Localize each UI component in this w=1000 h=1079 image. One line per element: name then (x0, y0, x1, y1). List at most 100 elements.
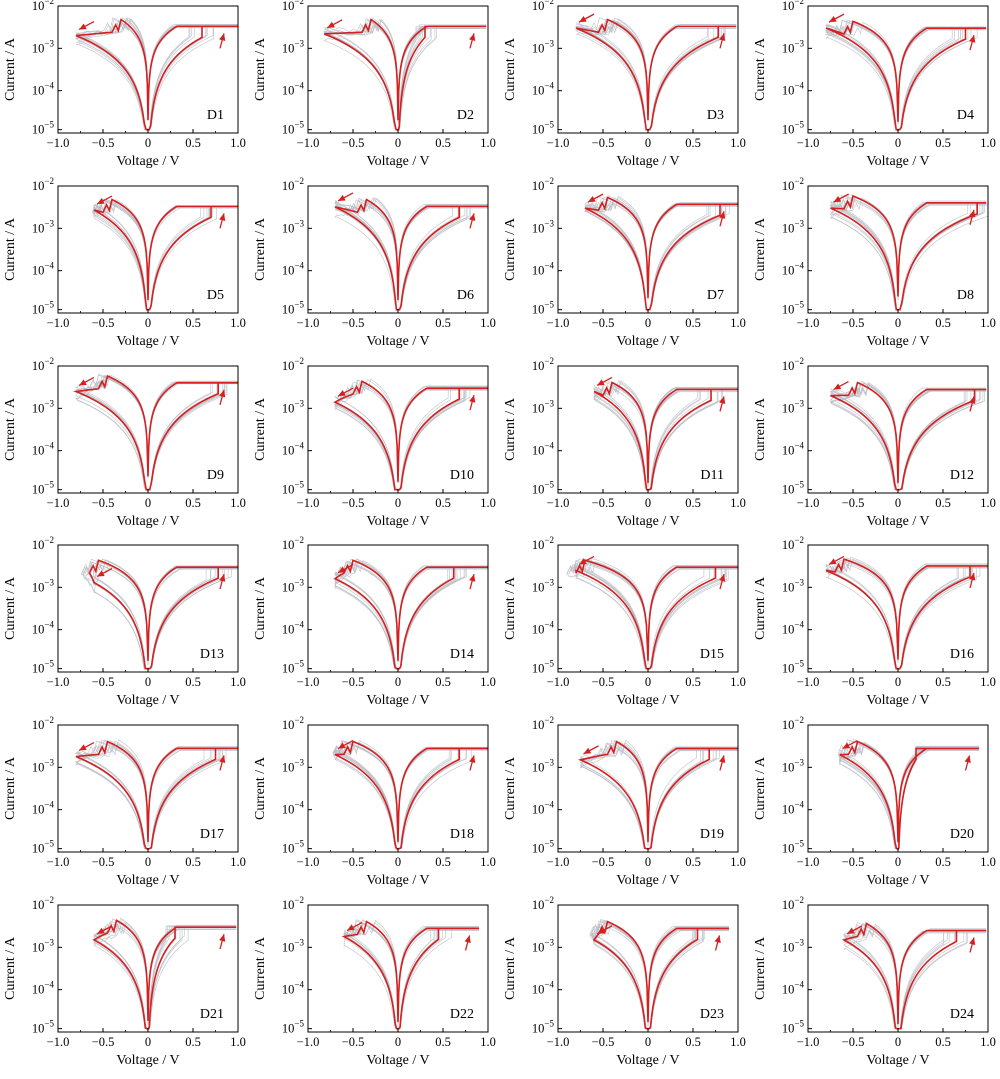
x-tick-label: 1.0 (980, 675, 996, 689)
highlighted-cycle-curve (830, 381, 987, 491)
y-tick-label: 10−5 (32, 120, 55, 137)
set-arrow-icon (469, 33, 476, 49)
x-tick-label: 1.0 (980, 496, 996, 510)
set-arrow-icon (469, 574, 476, 590)
y-tick-label: 10−5 (782, 299, 805, 316)
panel-d8: −1.0 −0.5 0 0.5 1.0 10−5 10−4 10−3 10−2 Current /… (750, 176, 1000, 360)
device-label: D3 (707, 108, 724, 123)
iv-plot-d11: −1.0 −0.5 0 0.5 1.0 10−5 10−4 10−3 10−2 Current /… (503, 356, 746, 529)
highlighted-cycle-curve (92, 919, 237, 1030)
x-tick-label: −0.5 (842, 136, 865, 150)
y-axis-label: Current / A (753, 217, 768, 281)
y-tick-label: 10−4 (32, 620, 55, 637)
x-tick-label: 0 (645, 496, 651, 510)
x-axis-label: Voltage / V (366, 334, 429, 349)
x-tick-label: −1.0 (47, 855, 70, 869)
device-label: D11 (700, 468, 724, 483)
x-tick-label: 0.5 (685, 136, 701, 150)
device-label: D2 (457, 108, 474, 123)
set-arrow-icon (219, 389, 226, 405)
iv-plot-d20: −1.0 −0.5 0 0.5 1.0 10−5 10−4 10−3 10−2 Current /… (753, 715, 996, 888)
x-axis-label: Voltage / V (116, 334, 179, 349)
y-tick-label: 10−5 (532, 479, 555, 496)
x-tick-label: −1.0 (47, 136, 70, 150)
y-tick-label: 10−2 (782, 715, 804, 732)
x-tick-label: 1.0 (730, 1035, 746, 1049)
panel-d17: −1.0 −0.5 0 0.5 1.0 10−5 10−4 10−3 10−2 Current /… (0, 715, 250, 899)
panel-d9: −1.0 −0.5 0 0.5 1.0 10−5 10−4 10−3 10−2 Current /… (0, 356, 250, 540)
set-arrow-icon (219, 755, 226, 771)
panel-d22: −1.0 −0.5 0 0.5 1.0 10−5 10−4 10−3 10−2 Current /… (250, 895, 500, 1079)
x-tick-label: 0 (895, 855, 901, 869)
x-tick-label: 0.5 (935, 316, 951, 330)
reset-arrow-icon (587, 193, 604, 203)
panel-d5: −1.0 −0.5 0 0.5 1.0 10−5 10−4 10−3 10−2 Current /… (0, 176, 250, 360)
reset-arrow-icon (96, 568, 113, 578)
x-tick-label: −1.0 (297, 1035, 320, 1049)
panel-d13: −1.0 −0.5 0 0.5 1.0 10−5 10−4 10−3 10−2 Current /… (0, 535, 250, 719)
background-cycle-curve (334, 560, 488, 670)
set-arrow-icon (219, 213, 226, 229)
x-tick-label: 0.5 (685, 855, 701, 869)
y-axis-label: Current / A (3, 397, 18, 461)
x-tick-label: 0 (895, 136, 901, 150)
set-arrow-icon (464, 935, 471, 951)
iv-plot-d19: −1.0 −0.5 0 0.5 1.0 10−5 10−4 10−3 10−2 Current /… (503, 715, 746, 888)
set-arrow-icon (969, 209, 976, 225)
iv-plot-d14: −1.0 −0.5 0 0.5 1.0 10−5 10−4 10−3 10−2 Current /… (253, 535, 496, 708)
y-tick-label: 10−2 (282, 176, 304, 193)
reset-arrow-icon (326, 19, 343, 29)
y-tick-label: 10−4 (532, 81, 555, 98)
x-tick-label: 0.5 (935, 1035, 951, 1049)
y-axis-label: Current / A (753, 37, 768, 101)
iv-plot-d6: −1.0 −0.5 0 0.5 1.0 10−5 10−4 10−3 10−2 Current /… (253, 176, 496, 349)
device-label: D7 (707, 288, 724, 303)
y-tick-label: 10−4 (282, 620, 305, 637)
x-tick-label: 0.5 (685, 1035, 701, 1049)
y-tick-label: 10−2 (282, 0, 304, 13)
panel-d1: −1.0 −0.5 0 0.5 1.0 10−5 10−4 10−3 10−2 Current /… (0, 0, 250, 180)
x-tick-label: −1.0 (797, 496, 820, 510)
x-tick-label: 0.5 (935, 855, 951, 869)
device-label: D21 (200, 1007, 224, 1022)
iv-plot-d8: −1.0 −0.5 0 0.5 1.0 10−5 10−4 10−3 10−2 Current /… (753, 176, 996, 349)
background-cycle-curve (575, 18, 737, 130)
highlighted-cycle-curve (841, 922, 987, 1030)
y-tick-label: 10−4 (32, 980, 55, 997)
y-tick-label: 10−5 (532, 1019, 555, 1036)
y-tick-label: 10−3 (532, 398, 555, 415)
y-tick-label: 10−4 (532, 980, 555, 997)
x-tick-label: 0 (895, 316, 901, 330)
x-tick-label: 0.5 (685, 496, 701, 510)
device-label: D18 (450, 827, 474, 842)
x-tick-label: 0 (395, 496, 401, 510)
panel-d15: −1.0 −0.5 0 0.5 1.0 10−5 10−4 10−3 10−2 Current /… (500, 535, 750, 719)
y-tick-label: 10−2 (32, 176, 54, 193)
y-tick-label: 10−4 (782, 800, 805, 817)
x-tick-label: −1.0 (547, 136, 570, 150)
x-tick-label: 0.5 (185, 136, 201, 150)
y-tick-label: 10−2 (782, 535, 804, 552)
x-tick-label: −1.0 (547, 675, 570, 689)
x-tick-label: 1.0 (480, 855, 496, 869)
y-tick-label: 10−3 (532, 937, 555, 954)
y-tick-label: 10−5 (32, 479, 55, 496)
device-label: D1 (207, 108, 224, 123)
x-tick-label: −1.0 (47, 316, 70, 330)
y-tick-label: 10−5 (32, 659, 55, 676)
x-axis-label: Voltage / V (116, 693, 179, 708)
device-label: D20 (950, 827, 974, 842)
x-tick-label: −0.5 (592, 855, 615, 869)
y-axis-label: Current / A (3, 577, 18, 641)
y-tick-label: 10−3 (532, 38, 555, 55)
x-tick-label: 0 (895, 1035, 901, 1049)
background-cycle-curve (589, 923, 729, 1029)
y-tick-label: 10−3 (282, 937, 305, 954)
y-axis-label: Current / A (503, 397, 518, 461)
reset-arrow-icon (337, 192, 354, 202)
y-axis-label: Current / A (3, 756, 18, 820)
y-axis-label: Current / A (253, 397, 268, 461)
iv-plot-d18: −1.0 −0.5 0 0.5 1.0 10−5 10−4 10−3 10−2 Current /… (253, 715, 496, 888)
y-axis-label: Current / A (503, 37, 518, 101)
reset-arrow-icon (78, 742, 95, 752)
